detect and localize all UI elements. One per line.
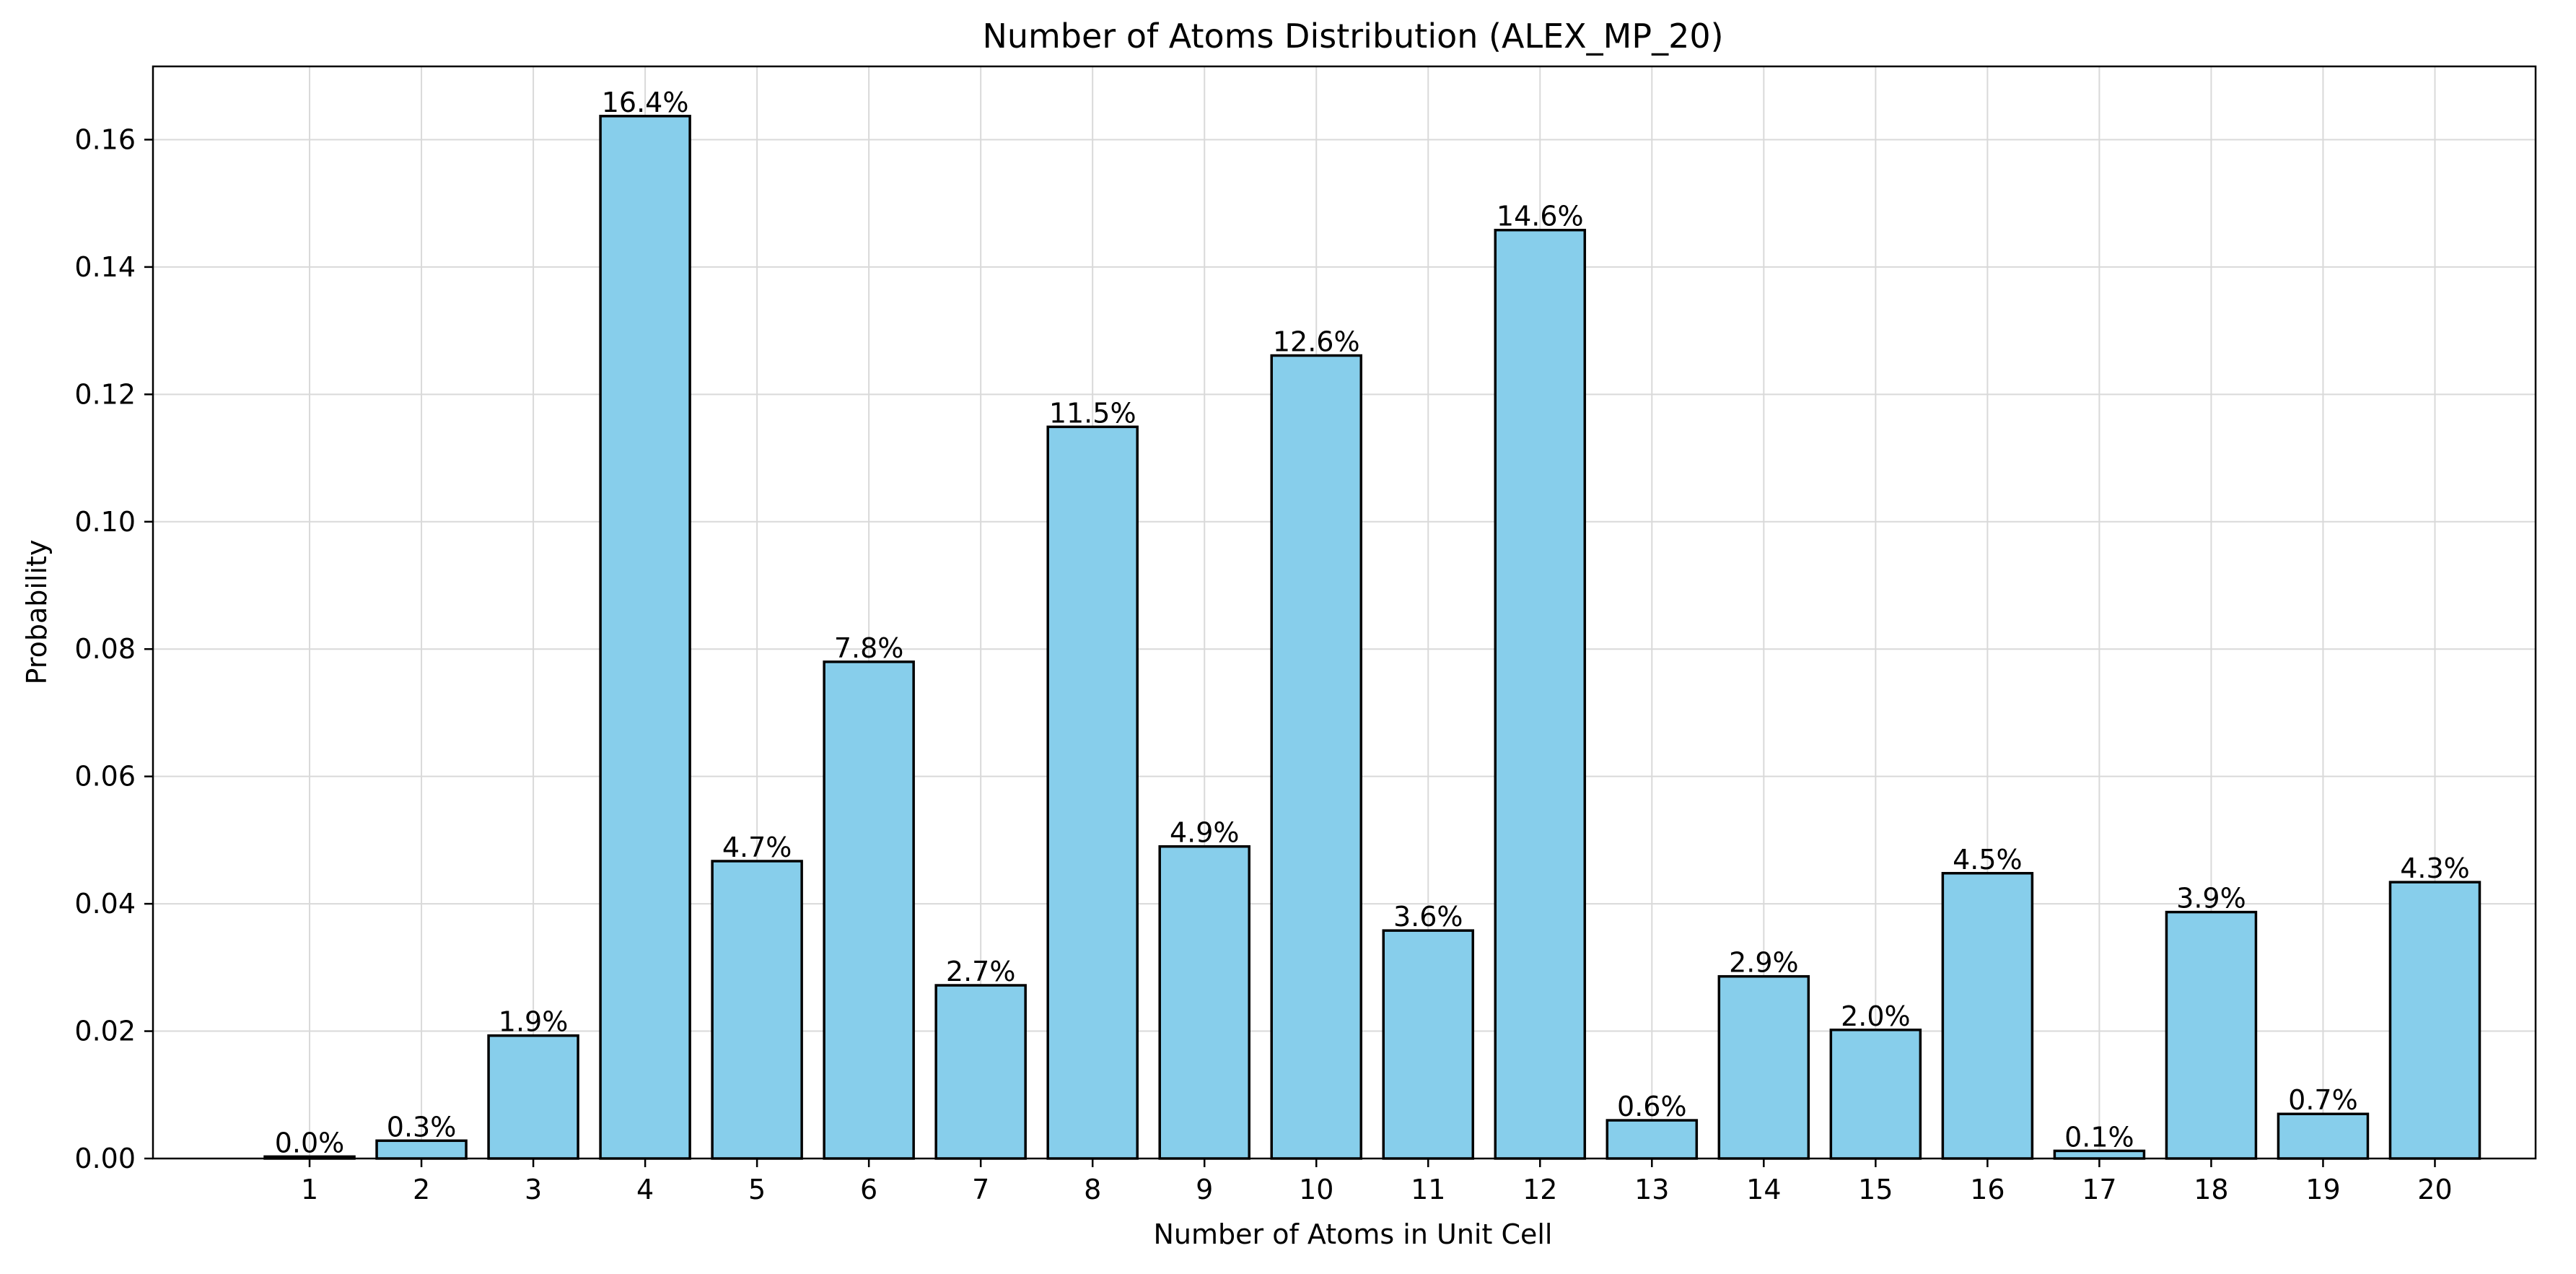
x-tick-label: 4 — [636, 1174, 654, 1205]
data-label-18: 3.9% — [2176, 883, 2246, 915]
x-tick-label: 20 — [2417, 1174, 2452, 1205]
y-tick-label: 0.10 — [74, 506, 136, 538]
data-label-11: 3.6% — [1393, 901, 1463, 933]
x-tick-label: 8 — [1084, 1174, 1101, 1205]
bar-13 — [1605, 1119, 1699, 1160]
y-axis: 0.00 0.02 0.04 0.06 0.08 0.10 0.12 0.14 0.16 — [74, 123, 153, 1174]
x-tick-label: 3 — [525, 1174, 542, 1205]
x-axis-label: Number of Atoms in Unit Cell — [1154, 1218, 1553, 1250]
x-tick-label: 7 — [972, 1174, 989, 1205]
data-label-4: 16.4% — [602, 87, 689, 118]
data-label-19: 0.7% — [2288, 1084, 2358, 1116]
y-tick-label: 0.08 — [74, 633, 136, 665]
x-tick-label: 13 — [1634, 1174, 1669, 1205]
data-label-3: 1.9% — [499, 1006, 569, 1038]
y-tick-label: 0.14 — [74, 251, 136, 283]
data-label-5: 4.7% — [722, 832, 792, 863]
data-label-14: 2.9% — [1729, 947, 1799, 979]
x-tick-label: 10 — [1299, 1174, 1333, 1205]
bar-15 — [1829, 1029, 1922, 1160]
x-tick-label: 1 — [301, 1174, 318, 1205]
x-tick-label: 14 — [1746, 1174, 1781, 1205]
x-tick-label: 9 — [1196, 1174, 1213, 1205]
data-label-10: 12.6% — [1273, 326, 1360, 358]
bar-9 — [1158, 845, 1250, 1160]
bar-8 — [1046, 425, 1139, 1160]
bar-11 — [1382, 929, 1475, 1160]
x-tick-label: 6 — [860, 1174, 877, 1205]
bar-3 — [487, 1034, 579, 1160]
y-tick-label: 0.02 — [74, 1016, 136, 1047]
bar-7 — [934, 984, 1027, 1160]
y-tick-label: 0.00 — [74, 1143, 136, 1174]
bar-16 — [1941, 872, 2034, 1160]
data-label-16: 4.5% — [1953, 844, 2023, 876]
data-label-20: 4.3% — [2400, 852, 2470, 884]
x-tick-label: 15 — [1858, 1174, 1893, 1205]
y-tick-label: 0.16 — [74, 123, 136, 155]
plot-frame — [152, 65, 2537, 1160]
x-tick-label: 19 — [2305, 1174, 2340, 1205]
y-tick-label: 0.04 — [74, 888, 136, 920]
data-label-2: 0.3% — [387, 1111, 457, 1143]
data-label-8: 11.5% — [1049, 397, 1136, 429]
data-label-13: 0.6% — [1617, 1091, 1687, 1122]
chart-title: Number of Atoms Distribution (ALEX_MP_20… — [982, 17, 1723, 56]
data-label-17: 0.1% — [2064, 1121, 2134, 1153]
data-label-1: 0.0% — [275, 1127, 345, 1159]
bar-18 — [2165, 910, 2258, 1160]
y-tick-label: 0.06 — [74, 761, 136, 793]
bar-19 — [2277, 1112, 2370, 1160]
x-tick-label: 17 — [2082, 1174, 2116, 1205]
bar-6 — [823, 660, 915, 1160]
bar-4 — [599, 115, 691, 1160]
bar-14 — [1717, 974, 1810, 1160]
x-tick-label: 12 — [1523, 1174, 1557, 1205]
data-label-7: 2.7% — [946, 956, 1016, 987]
bar-12 — [1494, 228, 1587, 1160]
data-labels: 0.0% 0.3% 1.9% 16.4% 4.7% 7.8% 2.7% 11.5% 4.9% 12… — [275, 87, 2470, 1159]
x-tick-label: 11 — [1411, 1174, 1445, 1205]
y-axis-label: Probability — [21, 540, 53, 685]
x-tick-label: 5 — [748, 1174, 766, 1205]
data-label-9: 4.9% — [1170, 817, 1240, 849]
x-axis: 1 2 3 4 5 6 7 8 9 10 11 12 13 14 15 16 17 18 19 20 — [301, 1159, 2453, 1205]
bar-2 — [375, 1139, 468, 1160]
bar-20 — [2388, 881, 2481, 1160]
bar-5 — [711, 860, 803, 1160]
data-label-6: 7.8% — [834, 632, 904, 664]
x-tick-label: 18 — [2194, 1174, 2228, 1205]
data-label-12: 14.6% — [1497, 201, 1584, 232]
bars — [263, 115, 2481, 1160]
y-tick-label: 0.12 — [74, 378, 136, 410]
x-tick-label: 2 — [413, 1174, 430, 1205]
data-label-15: 2.0% — [1841, 1000, 1911, 1032]
x-tick-label: 16 — [1970, 1174, 2005, 1205]
bar-10 — [1270, 354, 1363, 1160]
